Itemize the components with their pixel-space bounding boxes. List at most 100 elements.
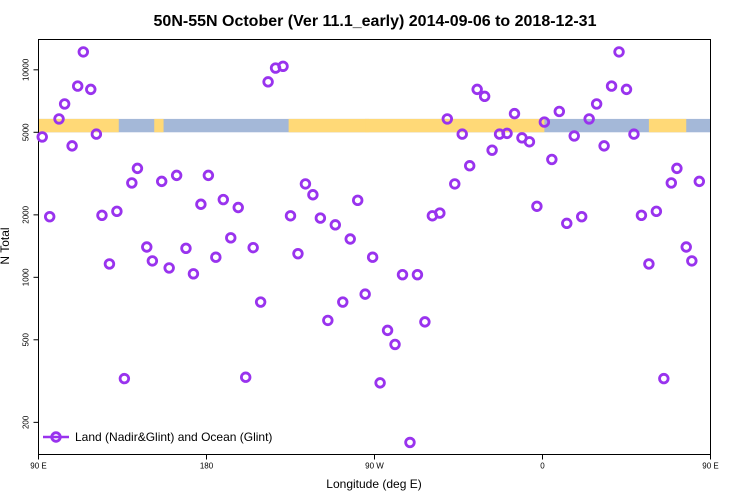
data-point	[314, 212, 327, 224]
land-ocean-band	[38, 118, 711, 133]
legend-marker	[50, 431, 62, 443]
data-point	[359, 288, 371, 300]
land-band-segment	[648, 118, 687, 133]
y-axis-label: N Total	[0, 227, 12, 264]
data-point	[217, 193, 230, 206]
data-point	[90, 128, 103, 140]
x-tick-label: 180	[200, 462, 214, 471]
data-point	[441, 113, 454, 125]
data-point	[523, 136, 536, 148]
legend-label: Land (Nadir&Glint) and Ocean (Glint)	[75, 430, 272, 444]
chart-title: 50N-55N October (Ver 11.1_early) 2014-09…	[154, 13, 597, 30]
data-point	[583, 113, 595, 125]
data-point	[665, 177, 678, 189]
data-point	[155, 175, 168, 188]
data-point	[187, 268, 200, 280]
data-point	[180, 242, 192, 254]
data-point	[501, 127, 513, 140]
data-points	[36, 46, 706, 449]
data-point	[546, 153, 558, 166]
data-point	[202, 169, 215, 182]
data-point	[103, 258, 116, 270]
data-point	[434, 207, 446, 219]
data-point	[262, 76, 274, 88]
data-point	[126, 177, 138, 189]
data-point	[352, 194, 364, 207]
data-point	[531, 200, 543, 212]
data-point	[58, 98, 71, 110]
data-point	[374, 377, 386, 389]
data-point	[329, 219, 342, 231]
x-axis: 90 E 180 90 W 0 90 E	[30, 454, 719, 471]
data-point	[77, 46, 90, 58]
data-point	[71, 80, 84, 92]
data-point	[643, 258, 655, 270]
data-point	[419, 316, 431, 328]
data-point	[396, 268, 409, 281]
y-tick-label: 5000	[22, 123, 31, 141]
data-point	[96, 209, 108, 222]
data-point	[146, 255, 159, 267]
y-tick-label: 2000	[22, 205, 31, 223]
data-point	[337, 296, 349, 308]
data-point	[381, 324, 394, 337]
data-point	[366, 251, 379, 263]
data-point	[553, 105, 566, 118]
land-band-segment	[288, 118, 369, 133]
data-point	[239, 371, 252, 383]
data-point	[456, 128, 468, 140]
data-point	[284, 210, 297, 222]
x-axis-label: Longitude (deg E)	[326, 477, 421, 491]
y-axis: 200 500 1000 2000 5000 10000	[22, 58, 39, 429]
data-point	[36, 131, 48, 143]
data-point	[247, 241, 259, 254]
data-point	[210, 251, 222, 263]
data-point	[486, 144, 498, 156]
data-point	[411, 268, 424, 281]
y-tick-label: 200	[22, 415, 31, 429]
data-point	[170, 169, 183, 182]
data-point	[658, 372, 670, 385]
y-tick-label: 1000	[22, 268, 31, 286]
x-tick-label: 90 E	[702, 462, 718, 471]
data-point	[131, 162, 144, 175]
data-point	[141, 241, 153, 253]
data-point	[508, 107, 521, 120]
data-point	[590, 98, 603, 110]
data-point	[232, 201, 244, 214]
data-point	[404, 436, 416, 449]
data-point	[650, 205, 663, 218]
data-point	[225, 232, 237, 244]
land-band-segment	[365, 118, 545, 133]
x-tick-label: 0	[540, 462, 545, 471]
data-point	[576, 210, 588, 223]
data-point	[195, 198, 207, 210]
data-point	[66, 140, 78, 152]
data-point	[389, 338, 401, 351]
data-point	[85, 83, 97, 96]
data-point	[628, 128, 640, 140]
data-point	[568, 130, 580, 142]
data-point	[299, 178, 312, 190]
data-point	[686, 255, 698, 267]
x-tick-label: 90 E	[30, 462, 46, 471]
data-point	[605, 80, 618, 92]
data-point	[254, 296, 267, 308]
data-point	[561, 217, 573, 230]
data-point	[635, 209, 648, 222]
legend: Land (Nadir&Glint) and Ocean (Glint)	[43, 430, 272, 444]
data-point	[118, 372, 131, 385]
land-band-segment	[154, 118, 164, 133]
data-point	[111, 205, 123, 218]
data-point	[292, 247, 304, 260]
data-point	[322, 314, 334, 327]
y-tick-label: 500	[22, 333, 31, 347]
data-point	[620, 83, 633, 96]
data-point	[478, 90, 491, 103]
data-point	[53, 113, 65, 125]
data-point	[538, 116, 551, 128]
data-point	[471, 83, 483, 96]
data-point	[680, 241, 692, 253]
data-point	[671, 162, 683, 175]
